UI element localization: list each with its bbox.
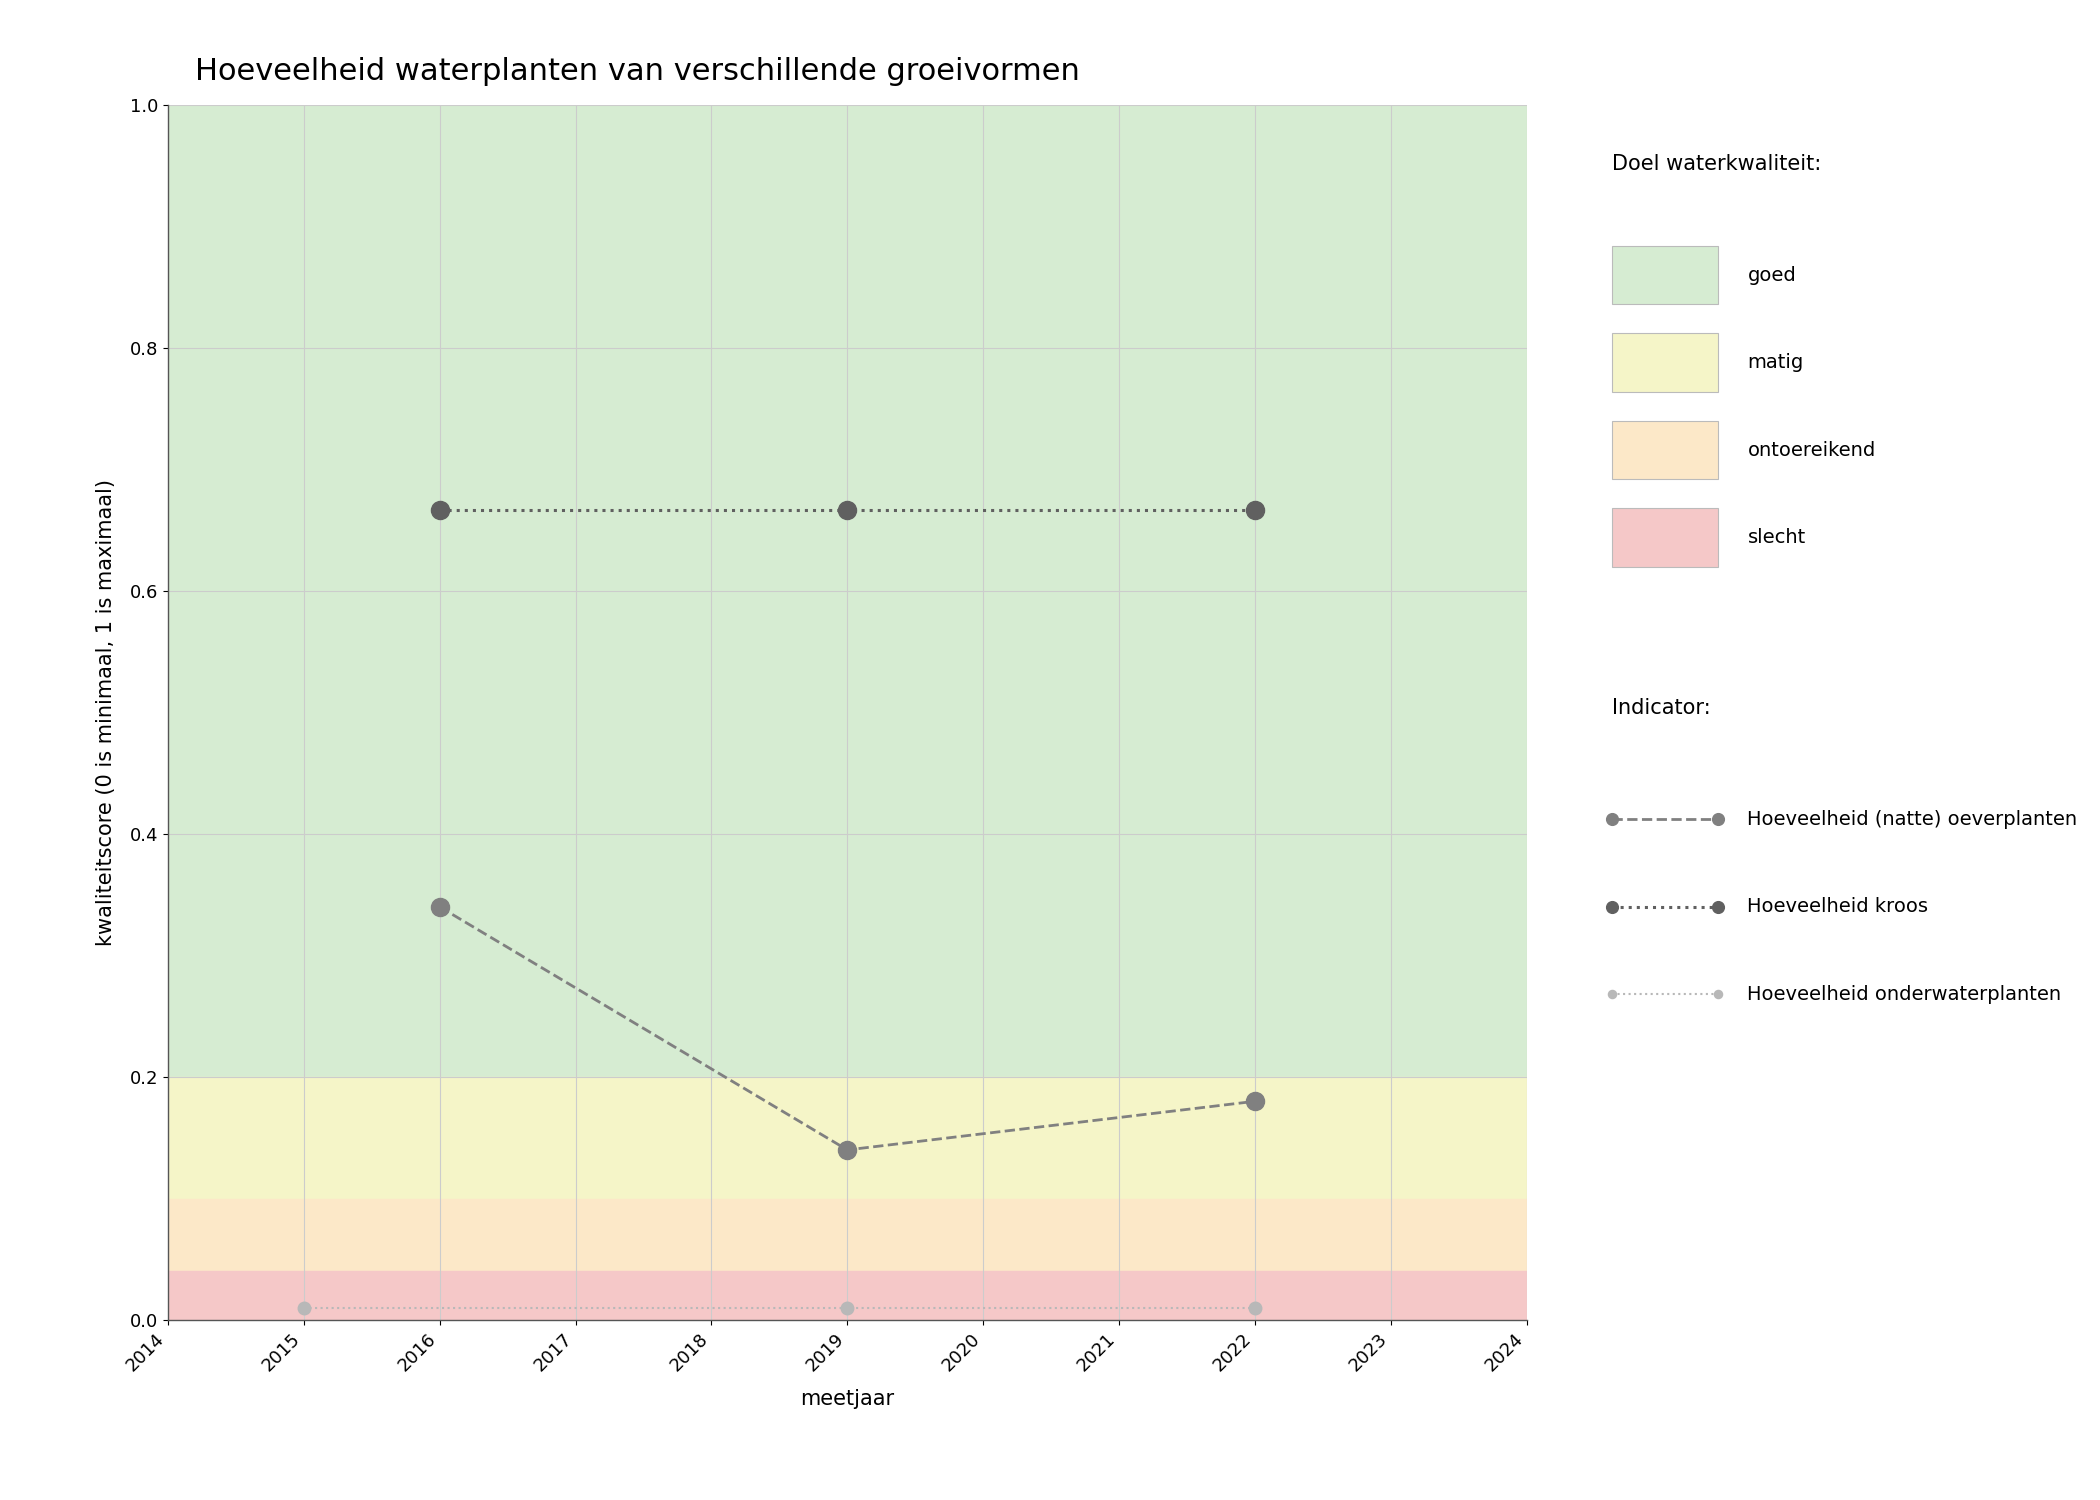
X-axis label: meetjaar: meetjaar xyxy=(800,1389,895,1408)
Text: Hoeveelheid (natte) oeverplanten: Hoeveelheid (natte) oeverplanten xyxy=(1747,810,2077,830)
Text: Doel waterkwaliteit:: Doel waterkwaliteit: xyxy=(1611,153,1821,174)
Text: goed: goed xyxy=(1747,266,1795,285)
Y-axis label: kwaliteitscore (0 is minimaal, 1 is maximaal): kwaliteitscore (0 is minimaal, 1 is maxi… xyxy=(97,478,116,946)
Bar xyxy=(168,1198,1527,1272)
Text: Hoeveelheid onderwaterplanten: Hoeveelheid onderwaterplanten xyxy=(1747,986,2062,1004)
FancyBboxPatch shape xyxy=(1611,246,1718,304)
FancyBboxPatch shape xyxy=(1611,509,1718,567)
Text: slecht: slecht xyxy=(1747,528,1806,548)
Text: Hoeveelheid waterplanten van verschillende groeivormen: Hoeveelheid waterplanten van verschillen… xyxy=(195,57,1079,86)
FancyBboxPatch shape xyxy=(1611,422,1718,478)
Text: Indicator:: Indicator: xyxy=(1611,698,1709,718)
Bar xyxy=(168,1272,1527,1320)
Text: matig: matig xyxy=(1747,352,1804,372)
Bar xyxy=(168,1077,1527,1198)
FancyBboxPatch shape xyxy=(1611,333,1718,392)
Bar xyxy=(168,105,1527,1077)
Text: ontoereikend: ontoereikend xyxy=(1747,441,1875,459)
Text: Hoeveelheid kroos: Hoeveelheid kroos xyxy=(1747,897,1928,916)
